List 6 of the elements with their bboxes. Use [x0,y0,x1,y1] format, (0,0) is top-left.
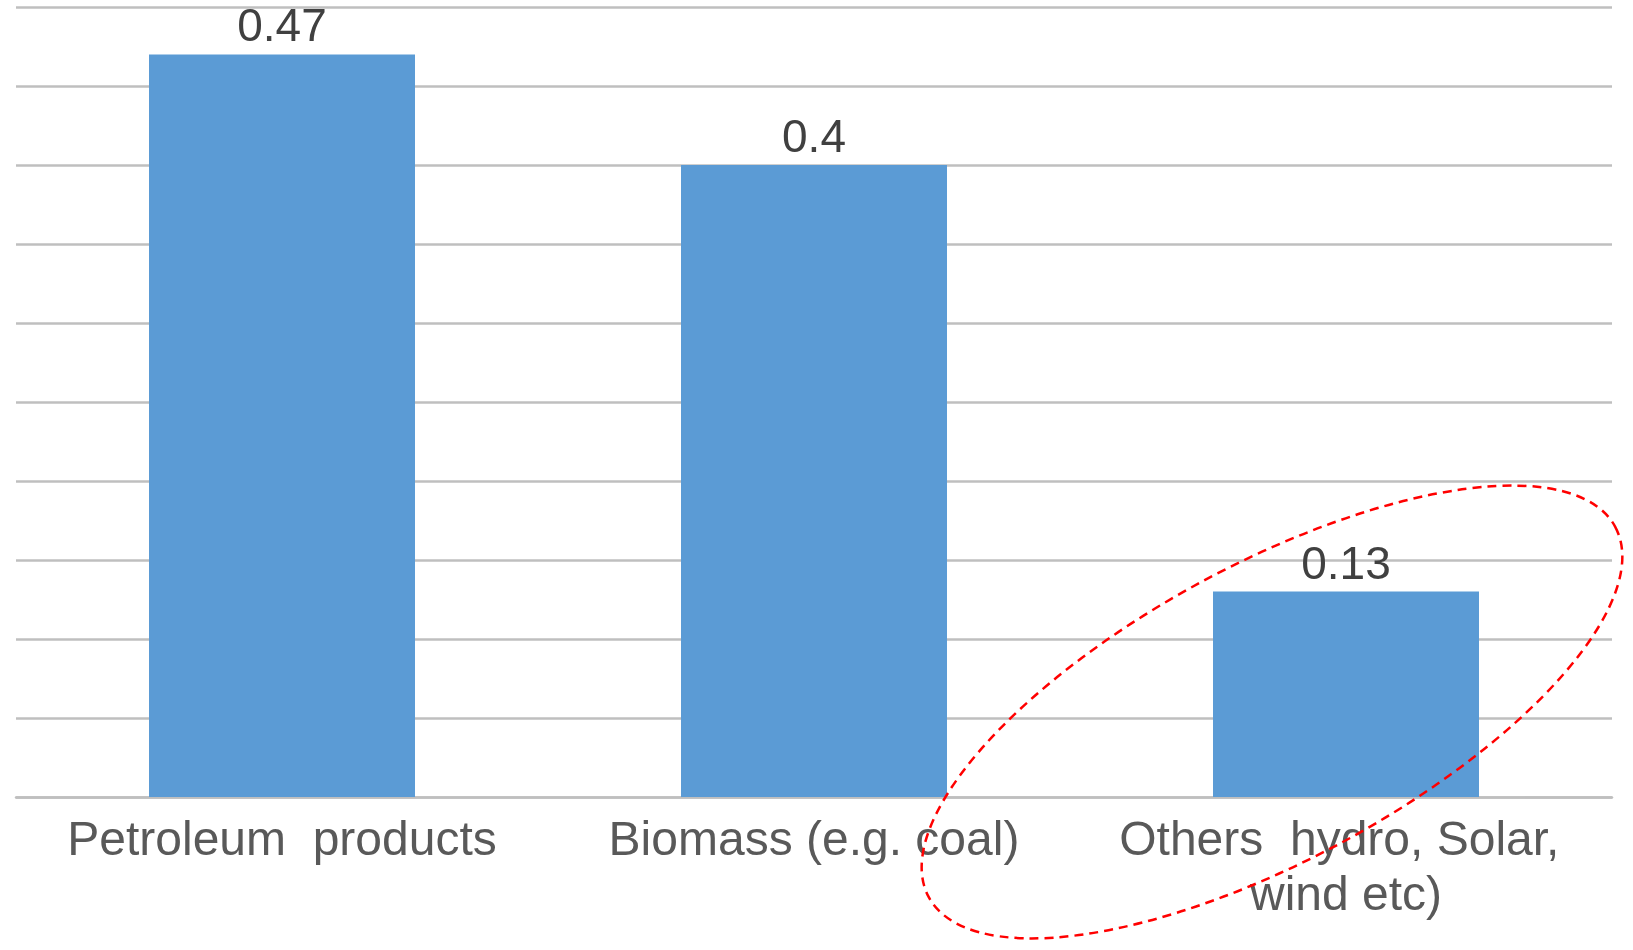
data-label: 0.4 [782,110,846,162]
x-tick-label: Others hydro, Solar, wind etc) [1119,812,1573,920]
x-tick-label: Biomass (e.g. coal) [608,812,1020,865]
data-label: 0.47 [237,0,327,52]
x-tick-label: Petroleum products [67,812,497,865]
data-label: 0.13 [1301,536,1391,589]
